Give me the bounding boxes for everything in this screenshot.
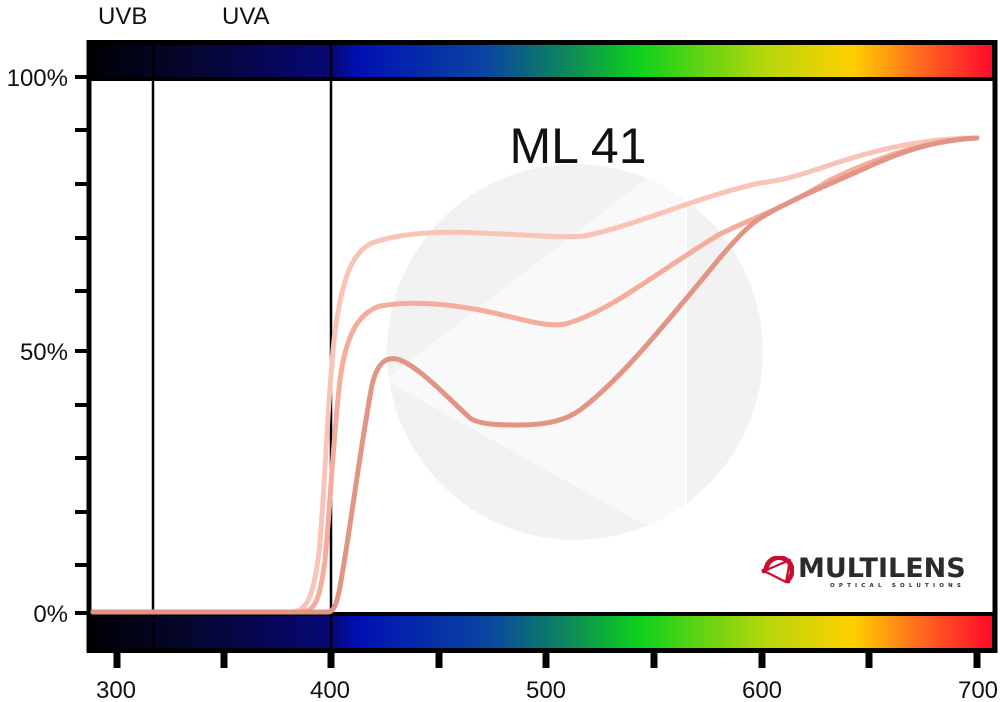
multilens-logo: MULTILENS OPTICAL SOLUTIONS — [758, 553, 978, 593]
x-label-300: 300 — [96, 677, 136, 702]
chart-title: ML 41 — [509, 118, 646, 174]
series-dark-curve — [90, 135, 980, 615]
y-axis-ticks — [75, 75, 89, 615]
series-light-curve — [90, 135, 980, 615]
logo-wordmark: MULTILENS — [798, 553, 966, 584]
logo-tagline: OPTICAL SOLUTIONS — [830, 583, 966, 589]
x-label-600: 600 — [742, 677, 782, 702]
y-label-50: 50% — [20, 339, 68, 366]
uvb-label: UVB — [98, 3, 147, 30]
x-label-700: 700 — [958, 677, 998, 702]
uva-label: UVA — [222, 3, 270, 30]
x-axis-ticks — [113, 652, 981, 668]
y-label-100: 100% — [7, 65, 68, 92]
watermark-logo-icon — [385, 148, 763, 548]
y-label-0: 0% — [33, 601, 68, 628]
x-label-500: 500 — [526, 677, 566, 702]
x-label-400: 400 — [310, 677, 350, 702]
multilens-mark-icon — [761, 556, 794, 584]
